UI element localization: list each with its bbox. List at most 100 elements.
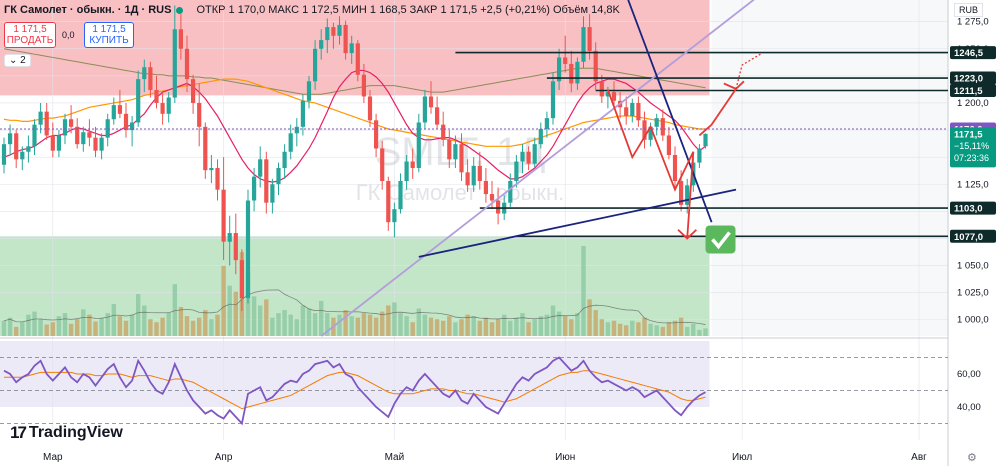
candle [130, 115, 135, 147]
volume-bar [544, 314, 550, 336]
buy-button[interactable]: 1 171,5 КУПИТЬ [84, 22, 134, 48]
candle [386, 176, 391, 231]
volume-bar [495, 319, 501, 336]
candle [1, 137, 7, 174]
volume-bar [392, 302, 397, 336]
candle-body [489, 194, 495, 201]
rsi-tick-label: 40,00 [957, 402, 981, 413]
candle [331, 22, 336, 49]
volume-bar [26, 314, 31, 336]
candle-body [75, 126, 80, 145]
candle-body [14, 133, 19, 160]
volume-bar [404, 316, 409, 336]
buy-label: КУПИТЬ [89, 35, 129, 46]
candle-body [386, 181, 391, 223]
tradingview-logo[interactable]: 17 TradingView [10, 423, 123, 443]
volume-bar [312, 313, 318, 336]
candle-body [270, 184, 275, 203]
candle [361, 63, 366, 103]
candle [294, 118, 299, 147]
candle [343, 20, 348, 60]
candle-body [233, 233, 238, 261]
volume-bar [654, 325, 659, 336]
candle-body [209, 168, 214, 171]
candle-body [392, 209, 397, 223]
candle [221, 157, 226, 261]
volume-bar [81, 309, 86, 336]
volume-bar [227, 285, 232, 336]
volume-bar [294, 319, 299, 336]
settings-gear-icon[interactable]: ⚙ [967, 452, 977, 464]
checkmark-tick [711, 231, 731, 250]
volume-bar [361, 313, 367, 336]
candle-body [142, 67, 147, 80]
candle-body [666, 135, 671, 155]
candle-body [313, 48, 318, 82]
checkmark-box [705, 225, 736, 254]
volume-bar [538, 316, 543, 336]
volume-bar [630, 320, 635, 336]
volume-bar [136, 294, 141, 336]
y-tick-label: 1 200,0 [957, 98, 989, 109]
candle [636, 96, 641, 127]
x-tick-label: Апр [215, 452, 233, 463]
candle [355, 40, 360, 82]
price-label-text: 1077,0 [954, 232, 983, 243]
sell-button[interactable]: 1 171,5 ПРОДАТЬ [4, 22, 56, 48]
candle [50, 122, 55, 158]
volume-bar [62, 313, 68, 336]
symbol-title[interactable]: ГК Самолет · обыкн. · 1Д · RUS [4, 4, 172, 16]
candle-body [264, 159, 269, 203]
candle-body [611, 92, 617, 101]
volume-bar [489, 322, 495, 336]
candle-body [191, 79, 196, 103]
candle-body [148, 67, 153, 90]
candle-body [380, 148, 385, 182]
volume-bar [203, 310, 208, 336]
volume-bar [428, 317, 434, 336]
candle-body [544, 118, 549, 129]
candle-body [38, 111, 43, 125]
volume-ma-line [3, 289, 706, 325]
candle-body [245, 200, 251, 299]
volume-bar [258, 305, 263, 336]
candle-body [227, 233, 232, 242]
volume-bar [380, 311, 385, 336]
volume-bar [636, 322, 641, 336]
candle [325, 18, 330, 54]
currency-badge[interactable]: RUB [954, 3, 984, 17]
candle-body [624, 107, 629, 116]
price-label-text: 1171,5 [954, 129, 983, 140]
candle-body [160, 102, 165, 114]
volume-bar [422, 314, 428, 336]
volume-bar [459, 319, 464, 336]
candle [319, 29, 324, 60]
candle [178, 14, 183, 60]
candle [32, 119, 37, 155]
volume-bar [550, 305, 556, 336]
candle [599, 74, 604, 103]
candle [239, 249, 244, 312]
candle-body [221, 189, 226, 242]
rsi-line [3, 356, 706, 426]
candle-body [319, 40, 324, 49]
candle [428, 81, 434, 114]
volume-bar [642, 317, 647, 336]
candle-body [197, 102, 202, 127]
indicators-collapse-button[interactable]: ⌄ 2 [4, 54, 31, 67]
candle-body [252, 176, 257, 201]
volume-bar [611, 320, 617, 336]
candle [538, 122, 543, 149]
price-label-extra: −15,11% [954, 141, 989, 151]
candle [337, 16, 342, 45]
volume-bar [349, 316, 354, 336]
volume-bar [502, 314, 507, 336]
volume-bar [99, 317, 104, 336]
candle-body [300, 100, 305, 127]
candle [380, 140, 385, 190]
candle [105, 113, 110, 147]
candle-body [69, 119, 74, 127]
volume-bar [160, 317, 165, 336]
